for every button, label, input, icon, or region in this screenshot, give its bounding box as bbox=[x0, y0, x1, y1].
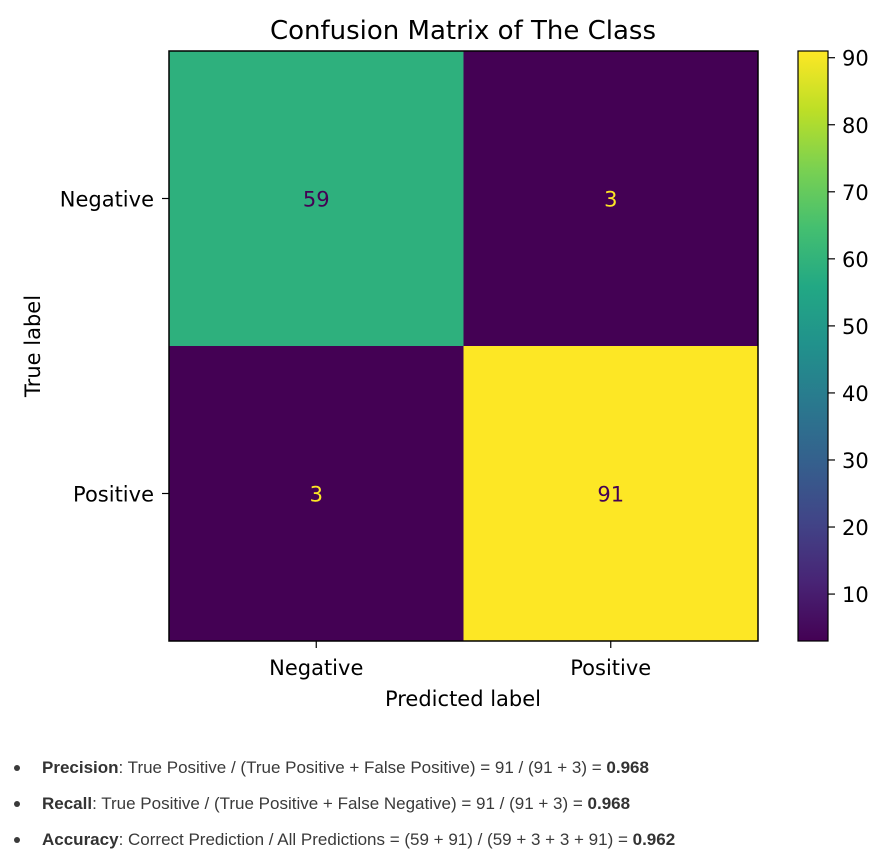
metric-result: 0.968 bbox=[587, 794, 631, 813]
x-tick-label: Negative bbox=[269, 656, 363, 680]
colorbar-tick-label: 40 bbox=[842, 382, 869, 406]
colorbar-tick-label: 20 bbox=[842, 516, 869, 540]
colorbar-tick-label: 80 bbox=[842, 114, 869, 138]
metric-name: Recall bbox=[42, 794, 93, 813]
cell-value-label: 91 bbox=[597, 483, 624, 507]
colorbar-tick-label: 60 bbox=[842, 248, 869, 272]
matrix-cell bbox=[463, 346, 759, 642]
x-axis-label: Predicted label bbox=[385, 687, 541, 711]
metric-name: Accuracy bbox=[42, 830, 119, 849]
matrix-cells: 59 3 3 91 bbox=[169, 51, 759, 642]
cell-value-label: 3 bbox=[310, 483, 323, 507]
cell-value-label: 59 bbox=[303, 188, 330, 212]
matrix-cell bbox=[169, 51, 464, 347]
colorbar-tick-label: 70 bbox=[842, 181, 869, 205]
y-axis-label: True label bbox=[21, 295, 45, 398]
axis-ticks: Negative Positive Negative Positive bbox=[60, 188, 651, 681]
colorbar-tick-label: 50 bbox=[842, 315, 869, 339]
colorbar bbox=[797, 50, 829, 642]
colorbar-ticks: 10 20 30 40 50 60 70 80 90 bbox=[828, 47, 869, 607]
colorbar-tick-label: 10 bbox=[842, 583, 869, 607]
metric-formula: : True Positive / (True Positive + False… bbox=[118, 758, 607, 777]
metric-recall: Recall: True Positive / (True Positive +… bbox=[0, 788, 876, 824]
bullet-icon bbox=[14, 765, 20, 771]
colorbar-tick-label: 90 bbox=[842, 47, 869, 71]
cell-value-label: 3 bbox=[604, 188, 617, 212]
metrics-list: Precision: True Positive / (True Positiv… bbox=[0, 752, 876, 860]
y-tick-label: Negative bbox=[60, 188, 154, 212]
matrix-cell bbox=[463, 51, 759, 347]
metric-result: 0.968 bbox=[606, 758, 649, 777]
metric-accuracy: Accuracy: Correct Prediction / All Predi… bbox=[0, 824, 876, 860]
x-tick-label: Positive bbox=[570, 656, 651, 680]
metric-formula: : Correct Prediction / All Predictions =… bbox=[118, 830, 633, 849]
metric-formula: : True Positive / (True Positive + False… bbox=[92, 794, 588, 813]
colorbar-tick-label: 30 bbox=[842, 449, 869, 473]
metric-precision: Precision: True Positive / (True Positiv… bbox=[0, 752, 876, 788]
metric-result: 0.962 bbox=[632, 830, 676, 849]
matrix-cell bbox=[169, 346, 464, 642]
metric-name: Precision bbox=[42, 758, 119, 777]
bullet-icon bbox=[14, 801, 20, 807]
bullet-icon bbox=[14, 837, 20, 843]
y-tick-label: Positive bbox=[73, 483, 154, 507]
plot-frame bbox=[168, 50, 759, 642]
confusion-matrix-chart: Confusion Matrix of The Class Predicted … bbox=[21, 16, 869, 711]
chart-title: Confusion Matrix of The Class bbox=[270, 16, 656, 46]
